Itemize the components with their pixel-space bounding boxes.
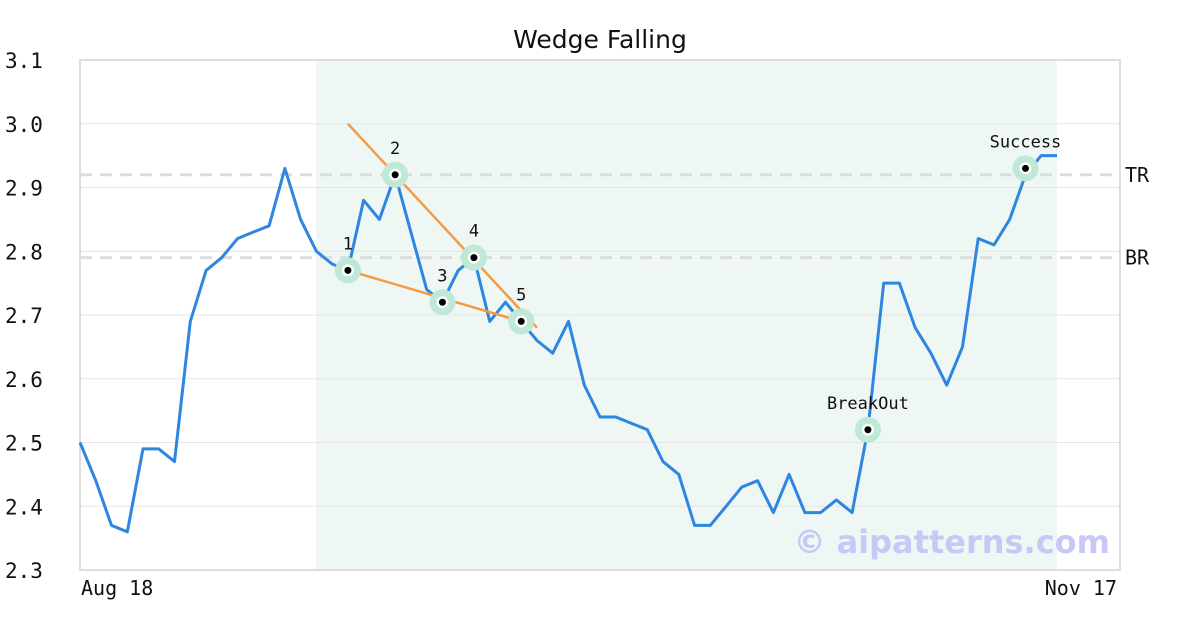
level-label: TR	[1125, 163, 1150, 187]
marker-dot	[1021, 164, 1029, 172]
x-tick-label: Nov 17	[1045, 576, 1117, 600]
pattern-markers: 1 2 3 4 5 BreakOut Success	[334, 132, 1062, 443]
price-line	[78, 154, 1057, 534]
marker-label: 5	[516, 285, 526, 305]
chart-title: Wedge Falling	[513, 25, 687, 54]
marker-dot	[517, 317, 525, 325]
y-tick-label: 2.6	[5, 368, 43, 392]
marker-label: 2	[390, 139, 400, 159]
level-label: BR	[1125, 246, 1150, 270]
y-tick-label: 2.7	[5, 304, 43, 328]
marker-dot	[470, 254, 478, 262]
y-tick-label: 2.4	[5, 495, 43, 519]
y-tick-label: 2.9	[5, 177, 43, 201]
x-axis: Aug 18 Nov 17	[81, 576, 1117, 600]
marker-dot	[344, 266, 352, 274]
y-tick-label: 3.0	[5, 113, 43, 137]
y-tick-label: 2.8	[5, 240, 43, 264]
marker-dot	[391, 171, 399, 179]
marker-label: 4	[469, 222, 479, 242]
marker-dot	[864, 426, 872, 434]
marker-label: BreakOut	[827, 394, 909, 414]
watermark: © aipatterns.com	[793, 523, 1110, 561]
trendline-upper	[346, 122, 538, 329]
x-tick-label: Aug 18	[81, 576, 153, 600]
level-lines: TR BR	[80, 163, 1150, 270]
marker-label: Success	[990, 132, 1062, 152]
plot-frame	[79, 59, 1121, 571]
y-tick-label: 2.5	[5, 432, 43, 456]
y-axis: 2.3 2.4 2.5 2.6 2.7 2.8 2.9 3.0 3.1	[5, 49, 43, 583]
marker-label: 1	[343, 234, 353, 254]
marker-dot	[438, 298, 446, 306]
y-tick-label: 2.3	[5, 559, 43, 583]
marker-label: 3	[437, 266, 447, 286]
y-tick-label: 3.1	[5, 49, 43, 73]
